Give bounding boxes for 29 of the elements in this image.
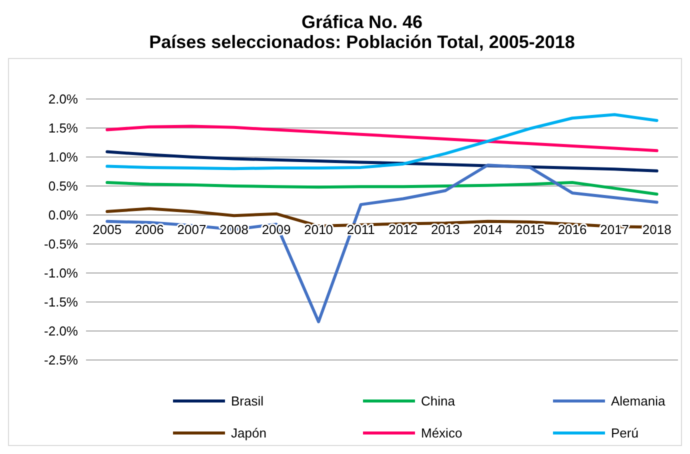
x-tick-label: 2013: [430, 222, 460, 237]
y-tick-label: -1.5%: [44, 294, 78, 310]
line-series: [106, 124, 658, 152]
legend-label: Japón: [231, 426, 266, 441]
line-series: [106, 181, 658, 196]
x-tick-label: 2012: [388, 222, 418, 237]
legend-label: Brasil: [231, 394, 264, 409]
y-tick-label: 0.0%: [48, 208, 78, 223]
y-tick-label: -2.5%: [44, 352, 78, 368]
y-tick-label: 2.0%: [48, 92, 78, 107]
x-tick-label: 2006: [134, 222, 164, 237]
x-tick-label: 2015: [516, 222, 544, 237]
x-tick-label: 2018: [642, 222, 672, 237]
legend-label: Perú: [611, 426, 638, 441]
line-series: [106, 113, 658, 170]
y-tick-label: -1.0%: [44, 266, 78, 281]
legend-label: Alemania: [611, 394, 666, 409]
y-tick-label: -0.5%: [44, 236, 78, 252]
y-tick-label: 1.0%: [48, 150, 78, 165]
y-tick-label: 0.5%: [48, 178, 78, 194]
chart-title: Gráfica No. 46 Países seleccionados: Población Total, 2005-2018: [149, 12, 575, 52]
x-tick-label: 2007: [177, 222, 206, 237]
legend-label: México: [421, 426, 462, 441]
y-tick-label: 1.5%: [48, 120, 78, 136]
x-tick-label: 2016: [558, 222, 587, 237]
x-tick-label: 2014: [473, 222, 502, 237]
legend-label: China: [421, 394, 456, 409]
y-tick-label: -2.0%: [44, 324, 78, 339]
x-tick-label: 2005: [92, 222, 122, 237]
